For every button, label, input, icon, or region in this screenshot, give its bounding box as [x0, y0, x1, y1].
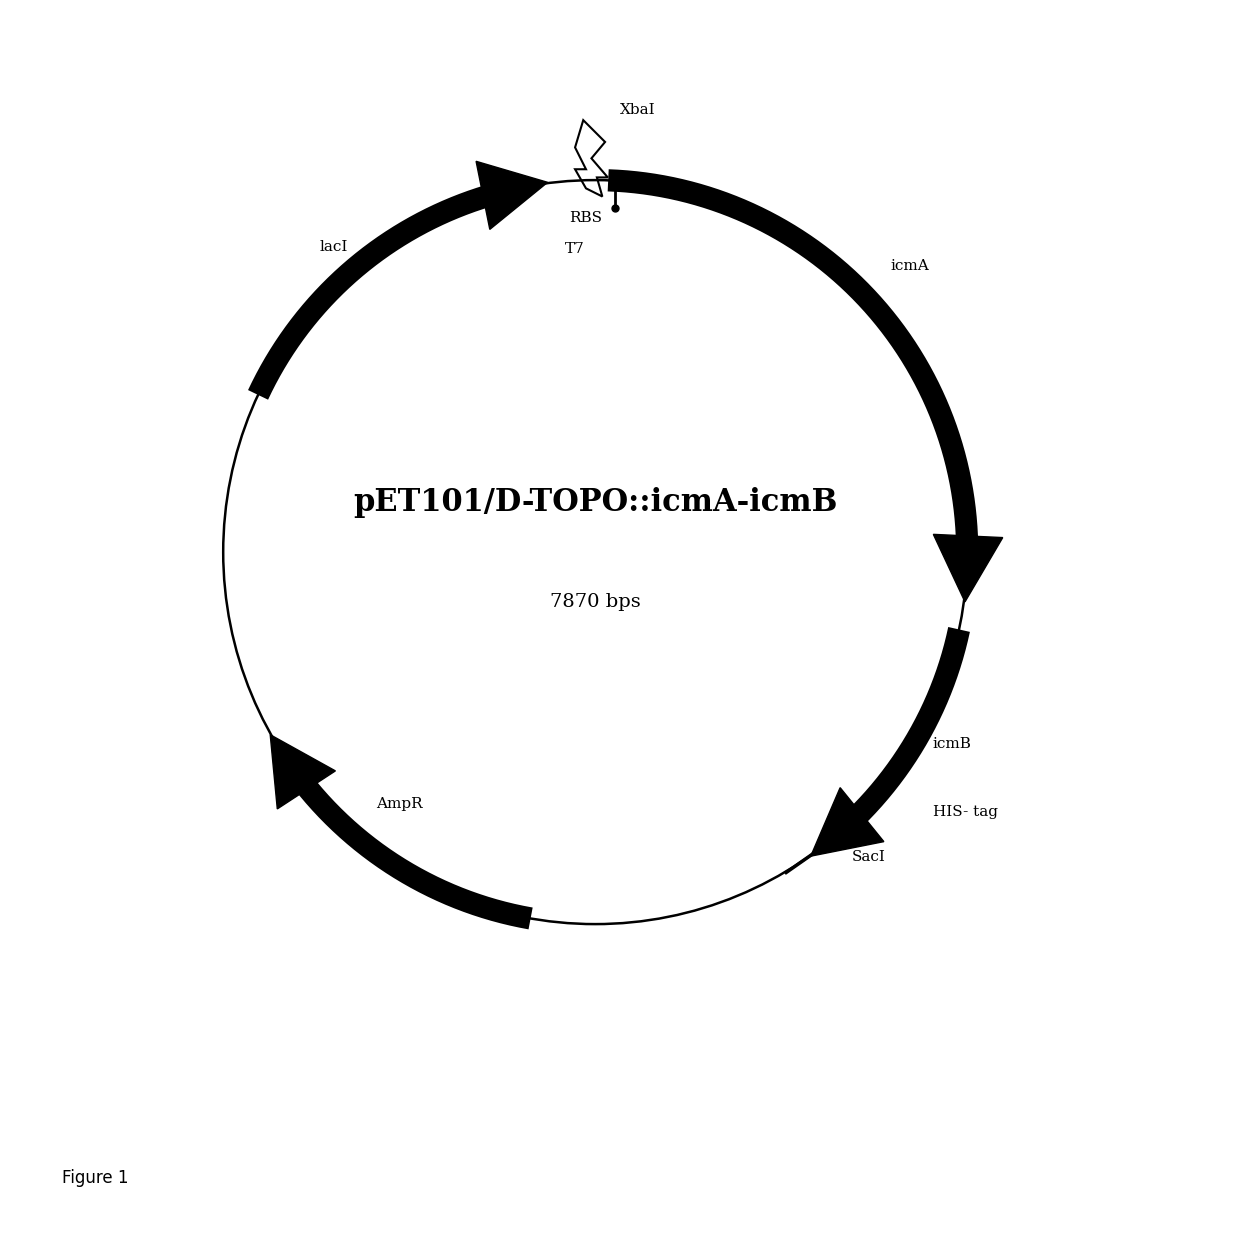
Polygon shape: [476, 162, 548, 229]
Text: RBS: RBS: [569, 211, 603, 224]
Polygon shape: [811, 788, 884, 856]
Text: icmB: icmB: [932, 737, 972, 751]
Text: Figure 1: Figure 1: [62, 1169, 129, 1188]
Text: 7870 bps: 7870 bps: [549, 593, 641, 610]
Text: AmpR: AmpR: [376, 797, 423, 811]
Polygon shape: [934, 534, 1003, 601]
Polygon shape: [270, 734, 335, 809]
Text: icmA: icmA: [890, 259, 929, 273]
Text: SacI: SacI: [852, 850, 885, 863]
Text: pET101/D-TOPO::icmA-icmB: pET101/D-TOPO::icmA-icmB: [353, 487, 837, 517]
Text: XbaI: XbaI: [620, 104, 655, 118]
Text: HIS- tag: HIS- tag: [932, 804, 998, 819]
Text: T7: T7: [565, 242, 585, 256]
Text: lacI: lacI: [319, 239, 347, 253]
